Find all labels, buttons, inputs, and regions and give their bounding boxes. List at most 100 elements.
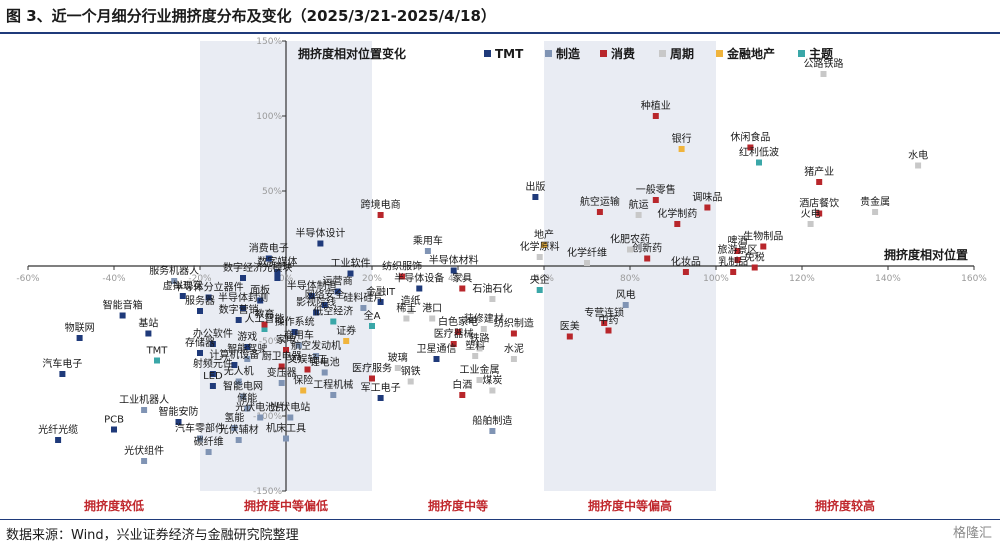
data-point <box>394 365 401 371</box>
legend-swatch <box>716 50 723 57</box>
point-label: PCB <box>104 415 124 426</box>
data-point <box>450 267 457 274</box>
data-point <box>274 269 281 275</box>
axes-layer: -60% -40% -20% 0% 20% 40% 60% 80% 100% 120% 140% 16… <box>16 37 987 497</box>
data-point <box>111 426 117 433</box>
title-bar: 图 3、近一个月细分行业拥挤度分布及变化（2025/3/21-2025/4/18… <box>0 0 1000 34</box>
data-point <box>734 248 741 254</box>
point-label: 公路铁路 <box>804 57 844 70</box>
point-label: 航空发动机 <box>291 339 341 352</box>
point-label: 射频元件 <box>193 357 233 370</box>
data-point <box>377 395 384 401</box>
data-point <box>424 248 431 254</box>
point-label: 化妆品 <box>671 255 701 268</box>
data-point <box>278 363 285 370</box>
point-label: 白色家电 <box>438 315 478 328</box>
point-label: 纺织制造 <box>494 317 534 330</box>
point-label: 保险 <box>293 374 313 387</box>
legend-item-fin: 金融地产 <box>716 46 775 61</box>
data-point <box>459 285 466 292</box>
data-point <box>536 287 543 293</box>
point-label: 创新药 <box>632 242 662 255</box>
y-tick-label: 50% <box>262 187 282 197</box>
point-label: LED <box>203 371 223 382</box>
data-point <box>760 243 767 250</box>
data-point <box>154 357 160 364</box>
point-label: 服务器 <box>185 294 215 307</box>
data-point <box>209 383 216 389</box>
point-label: 半导体制造 <box>287 279 337 292</box>
point-label: 水电 <box>908 149 928 162</box>
x-tick-label: 100% <box>703 274 729 284</box>
point-label: 家具 <box>452 272 472 285</box>
point-label: 光伏组件 <box>124 444 164 457</box>
point-label: 猪产业 <box>804 165 834 178</box>
legend-item-mfg: 制造 <box>545 46 581 61</box>
point-label: 变压器 <box>267 366 297 379</box>
point-label: 休闲食品 <box>730 131 770 144</box>
data-point <box>416 285 423 292</box>
y-tick-label: -100% <box>253 412 282 422</box>
data-point <box>209 341 216 347</box>
point-label: 储能 <box>237 392 257 405</box>
legend-label: 主题 <box>809 46 834 61</box>
point-label: 数字媒体 <box>257 255 297 268</box>
data-point <box>244 344 251 350</box>
data-point <box>450 341 457 347</box>
point-label: 乘用车 <box>413 234 443 247</box>
data-point <box>244 356 251 362</box>
point-label: 基站 <box>138 317 158 330</box>
data-point <box>872 209 879 215</box>
point-label: 工程机械 <box>313 378 353 391</box>
x-tick-label: -60% <box>16 274 40 284</box>
point-label: 智能电网 <box>223 380 263 393</box>
data-point <box>330 318 337 325</box>
data-point <box>321 369 328 376</box>
point-label: 医疗服务 <box>352 362 392 375</box>
data-point <box>274 275 281 281</box>
point-label: 船舶制造 <box>472 414 512 427</box>
legend-label: 金融地产 <box>726 46 775 61</box>
point-label: 工业软件 <box>331 257 371 270</box>
point-label: 化学制药 <box>657 207 697 220</box>
data-point <box>295 342 302 349</box>
data-point <box>403 315 410 322</box>
point-label: 出版 <box>525 180 545 193</box>
data-point <box>145 330 152 337</box>
point-label: 网络安全 <box>305 288 345 301</box>
data-point <box>476 345 483 352</box>
point-label: 工业机器人 <box>119 393 169 406</box>
data-point <box>751 264 758 271</box>
data-point <box>343 338 350 344</box>
y-tick-label: -50% <box>259 337 283 347</box>
data-point <box>287 414 294 421</box>
point-label: 文娱轻工 <box>288 353 328 366</box>
data-point <box>244 405 251 412</box>
data-point <box>536 254 543 260</box>
legend-item-con: 消费 <box>600 46 635 61</box>
data-point <box>141 407 148 413</box>
point-label: 贵金属 <box>860 195 890 208</box>
data-point <box>240 393 246 400</box>
point-label: 游戏 <box>237 330 257 343</box>
point-label: 医疗器械 <box>434 327 474 340</box>
point-label: 工业金属 <box>460 363 500 376</box>
point-label: TMT <box>146 346 169 357</box>
point-label: 港口 <box>422 303 442 315</box>
data-point <box>674 221 681 227</box>
point-label: 酒店餐饮 <box>799 197 839 210</box>
x-tick-label: 20% <box>362 274 382 284</box>
y-tick-label: -150% <box>253 487 282 497</box>
data-point <box>489 387 496 394</box>
data-point <box>369 375 375 382</box>
data-point <box>265 255 272 262</box>
data-point <box>622 302 629 308</box>
bottom-rule <box>0 519 1000 520</box>
data-point <box>807 221 814 227</box>
x-tick-label: -20% <box>188 274 212 284</box>
legend-swatch <box>545 50 552 57</box>
data-point <box>407 308 414 314</box>
data-point <box>489 296 496 302</box>
point-label: 氢能 <box>224 411 244 424</box>
point-label: 人工智能 <box>245 312 285 325</box>
